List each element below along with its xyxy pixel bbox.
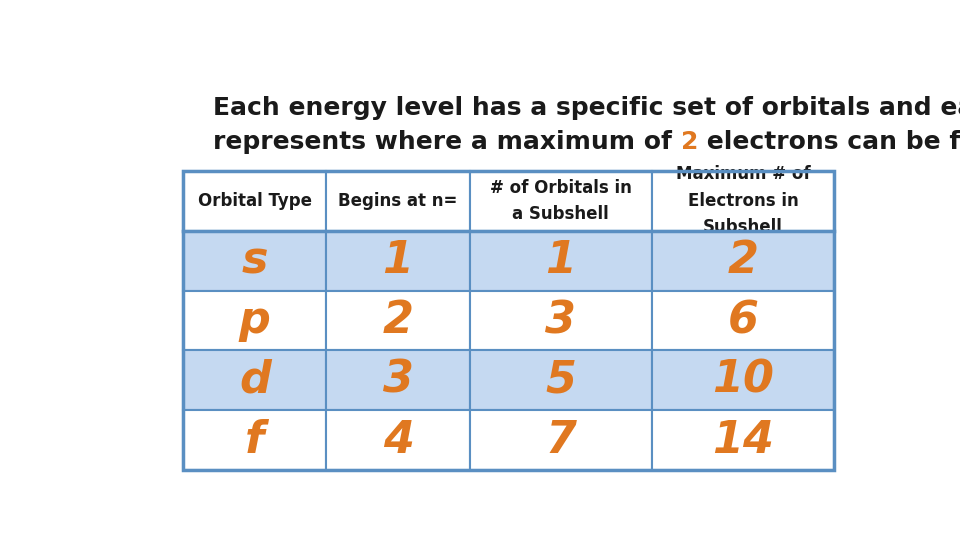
Text: Each energy level has a specific set of orbitals and each one: Each energy level has a specific set of …	[213, 97, 960, 120]
Bar	[469, 291, 652, 350]
Text: 3: 3	[545, 299, 576, 342]
Text: electrons can be found.: electrons can be found.	[698, 130, 960, 154]
Text: 2: 2	[728, 239, 758, 282]
Text: 2: 2	[681, 130, 698, 154]
Bar	[183, 291, 326, 350]
Bar	[652, 171, 834, 231]
Bar	[326, 350, 469, 410]
Text: 5: 5	[545, 359, 576, 402]
Text: 2: 2	[383, 299, 414, 342]
Bar	[469, 410, 652, 470]
Text: # of Orbitals in
a Subshell: # of Orbitals in a Subshell	[490, 179, 632, 223]
Bar	[652, 350, 834, 410]
Text: 1: 1	[545, 239, 576, 282]
Bar	[469, 231, 652, 291]
Bar	[326, 291, 469, 350]
Text: 6: 6	[728, 299, 758, 342]
Bar	[469, 171, 652, 231]
Text: 14: 14	[712, 418, 774, 462]
Text: p: p	[239, 299, 271, 342]
Bar	[469, 350, 652, 410]
Text: s: s	[242, 239, 268, 282]
Text: 4: 4	[383, 418, 414, 462]
Text: 7: 7	[545, 418, 576, 462]
Text: Begins at n=: Begins at n=	[338, 192, 458, 210]
Bar	[183, 231, 326, 291]
Text: f: f	[245, 418, 265, 462]
Bar	[652, 291, 834, 350]
Bar	[326, 231, 469, 291]
Bar	[652, 231, 834, 291]
Bar	[183, 171, 834, 470]
Text: represents where a maximum of: represents where a maximum of	[213, 130, 681, 154]
Text: 10: 10	[712, 359, 774, 402]
Bar	[326, 171, 469, 231]
Bar	[326, 410, 469, 470]
Text: Orbital Type: Orbital Type	[198, 192, 312, 210]
Bar	[652, 410, 834, 470]
Text: 1: 1	[383, 239, 414, 282]
Text: Maximum # of
Electrons in
Subshell: Maximum # of Electrons in Subshell	[676, 165, 810, 236]
Bar	[183, 171, 326, 231]
Bar	[183, 410, 326, 470]
Bar	[183, 350, 326, 410]
Text: 3: 3	[383, 359, 414, 402]
Text: d: d	[239, 359, 271, 402]
